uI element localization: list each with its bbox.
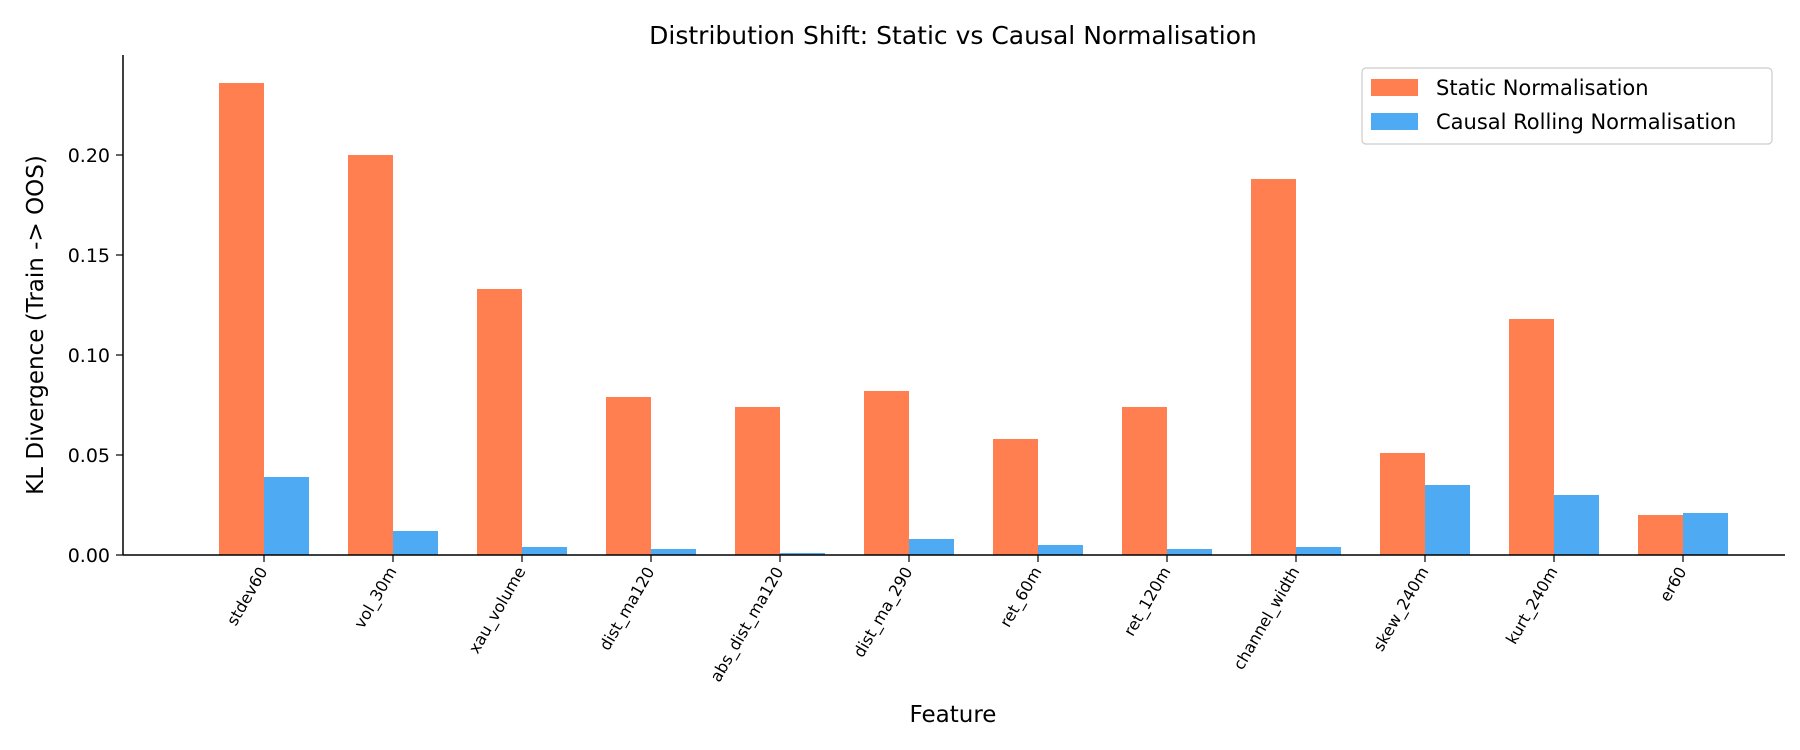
bar-causal-stdev60	[264, 477, 309, 555]
bar-static-kurt-240m	[1509, 319, 1554, 555]
y-tick-label: 0.00	[68, 545, 110, 567]
y-axis-label: KL Divergence (Train -> OOS)	[23, 155, 49, 495]
y-tick-label: 0.15	[68, 245, 110, 267]
legend-label-static: Static Normalisation	[1436, 76, 1649, 100]
bar-causal-vol-30m	[393, 531, 438, 555]
bar-causal-xau-volume	[522, 547, 567, 555]
bar-static-ret-60m	[993, 439, 1038, 555]
y-tick-label: 0.10	[68, 345, 110, 367]
bar-static-abs-dist-ma120	[735, 407, 780, 555]
bar-causal-er60	[1683, 513, 1728, 555]
legend-swatch-static	[1371, 79, 1418, 96]
legend-box	[1361, 67, 1773, 145]
bar-causal-kurt-240m	[1554, 495, 1599, 555]
y-tick-label: 0.20	[68, 145, 110, 167]
bars-layer	[219, 83, 1728, 555]
y-ticks: 0.00 0.05 0.10 0.15 0.20	[68, 145, 123, 567]
x-axis-label: Feature	[910, 702, 997, 728]
y-tick-label: 0.05	[68, 445, 110, 467]
bar-causal-channel-width	[1296, 547, 1341, 555]
bar-causal-abs-dist-ma120	[780, 553, 825, 555]
legend: Static Normalisation Causal Rolling Norma…	[1361, 67, 1773, 145]
bar-causal-dist-ma-290	[909, 539, 954, 555]
bar-causal-ret-60m	[1038, 545, 1083, 555]
bar-static-dist-ma-290	[864, 391, 909, 555]
chart-title: Distribution Shift: Static vs Causal Nor…	[649, 21, 1257, 50]
legend-swatch-causal	[1371, 113, 1418, 130]
legend-label-causal: Causal Rolling Normalisation	[1436, 110, 1736, 134]
bar-static-er60	[1638, 515, 1683, 555]
axes-layer	[122, 55, 1785, 556]
bar-static-xau-volume	[477, 289, 522, 555]
bar-static-ret-120m	[1122, 407, 1167, 555]
bar-static-stdev60	[219, 83, 264, 555]
bar-causal-skew-240m	[1425, 485, 1470, 555]
bar-causal-dist-ma120	[651, 549, 696, 555]
bar-static-channel-width	[1251, 179, 1296, 555]
bar-static-skew-240m	[1380, 453, 1425, 555]
bar-static-dist-ma120	[606, 397, 651, 555]
bar-causal-ret-120m	[1167, 549, 1212, 555]
bar-static-vol-30m	[348, 155, 393, 555]
